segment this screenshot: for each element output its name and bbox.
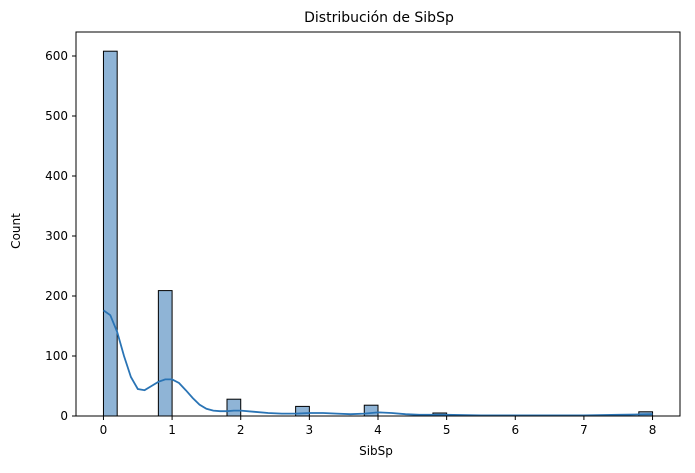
y-axis-ticks: 0 100 200 300 400 500 600 — [45, 49, 76, 423]
histogram-bar — [295, 405, 310, 417]
x-axis-ticks: 0 1 2 3 4 5 6 7 8 — [100, 416, 657, 437]
x-tick-label: 5 — [443, 423, 451, 437]
x-tick-label: 3 — [306, 423, 314, 437]
y-tick-label: 400 — [45, 169, 68, 183]
bars-layer — [102, 50, 654, 417]
y-tick-label: 600 — [45, 49, 68, 63]
y-tick-label: 500 — [45, 109, 68, 123]
x-tick-label: 0 — [100, 423, 108, 437]
histogram-bar — [363, 404, 379, 417]
x-tick-label: 6 — [511, 423, 519, 437]
kde-line — [102, 309, 653, 417]
x-tick-label: 7 — [580, 423, 588, 437]
y-axis-label: Count — [9, 213, 23, 249]
y-tick-label: 200 — [45, 289, 68, 303]
chart-title: Distribución de SibSp — [304, 10, 454, 26]
x-tick-label: 2 — [237, 423, 245, 437]
y-tick-label: 300 — [45, 229, 68, 243]
histogram-bar — [226, 398, 242, 417]
histogram-bar — [102, 50, 118, 417]
histogram-bar — [157, 290, 173, 417]
x-tick-label: 4 — [374, 423, 382, 437]
y-tick-label: 100 — [45, 349, 68, 363]
x-tick-label: 1 — [168, 423, 176, 437]
x-axis-label: SibSp — [359, 444, 393, 458]
x-tick-label: 8 — [649, 423, 657, 437]
y-tick-label: 0 — [60, 409, 68, 423]
